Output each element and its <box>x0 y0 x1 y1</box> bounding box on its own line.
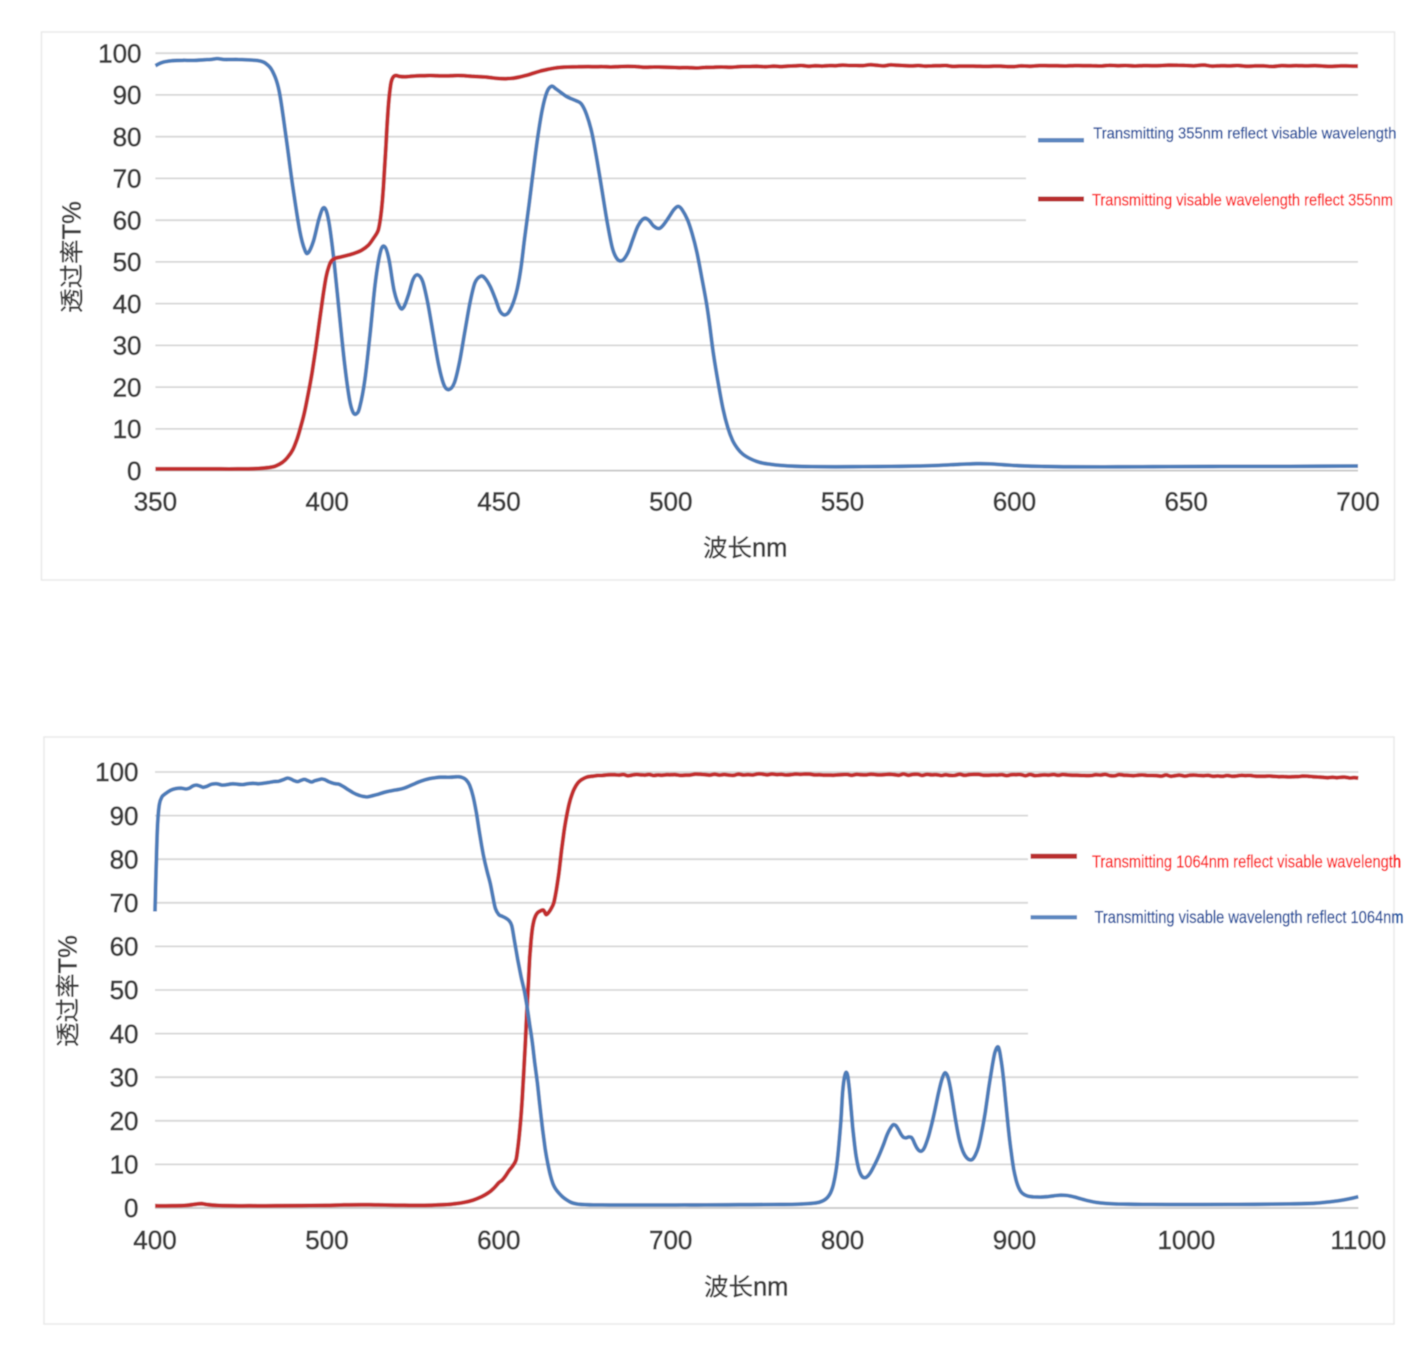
svg-text:350: 350 <box>134 487 177 517</box>
svg-text:90: 90 <box>110 801 139 831</box>
svg-text:80: 80 <box>113 122 142 152</box>
svg-text:700: 700 <box>649 1225 692 1255</box>
svg-text:10: 10 <box>113 414 142 444</box>
svg-text:550: 550 <box>821 487 864 517</box>
svg-text:60: 60 <box>110 932 139 962</box>
svg-text:20: 20 <box>110 1106 139 1136</box>
svg-text:70: 70 <box>113 164 142 194</box>
svg-text:450: 450 <box>477 487 520 517</box>
svg-text:90: 90 <box>113 80 142 110</box>
svg-text:500: 500 <box>649 487 692 517</box>
svg-text:50: 50 <box>113 247 142 277</box>
svg-text:80: 80 <box>110 844 139 874</box>
svg-text:400: 400 <box>133 1225 176 1255</box>
svg-text:400: 400 <box>306 487 349 517</box>
svg-text:100: 100 <box>95 757 138 787</box>
svg-text:1000: 1000 <box>1157 1225 1215 1255</box>
svg-text:30: 30 <box>113 331 142 361</box>
svg-text:900: 900 <box>993 1225 1036 1255</box>
svg-text:nm: nm <box>752 535 787 563</box>
svg-text:Transmitting visable wavelengt: Transmitting visable wavelength reflect … <box>1092 191 1393 210</box>
svg-text:0: 0 <box>127 456 141 486</box>
svg-text:Transmitting visable wavelengt: Transmitting visable wavelength reflect … <box>1095 907 1404 927</box>
svg-text:Transmitting 355nm reflect vis: Transmitting 355nm reflect visable wavel… <box>1093 125 1396 142</box>
svg-text:40: 40 <box>110 1019 139 1049</box>
svg-text:700: 700 <box>1336 487 1379 517</box>
svg-text:100: 100 <box>98 38 141 68</box>
svg-text:Transmitting 1064nm reflect vi: Transmitting 1064nm reflect visable wave… <box>1092 852 1401 872</box>
svg-text:50: 50 <box>110 975 139 1005</box>
svg-text:10: 10 <box>110 1150 139 1180</box>
svg-text:30: 30 <box>110 1062 139 1092</box>
svg-text:70: 70 <box>110 888 139 918</box>
svg-text:0: 0 <box>124 1193 138 1223</box>
svg-text:800: 800 <box>821 1225 864 1255</box>
svg-text:600: 600 <box>477 1225 520 1255</box>
svg-text:T%: T% <box>59 201 87 239</box>
svg-text:650: 650 <box>1165 487 1208 517</box>
svg-text:T%: T% <box>55 935 83 973</box>
svg-text:60: 60 <box>113 205 142 235</box>
svg-text:600: 600 <box>993 487 1036 517</box>
svg-text:40: 40 <box>113 289 142 319</box>
svg-text:500: 500 <box>305 1225 348 1255</box>
svg-text:nm: nm <box>753 1274 788 1302</box>
svg-text:20: 20 <box>113 372 142 402</box>
svg-text:1100: 1100 <box>1330 1225 1386 1255</box>
